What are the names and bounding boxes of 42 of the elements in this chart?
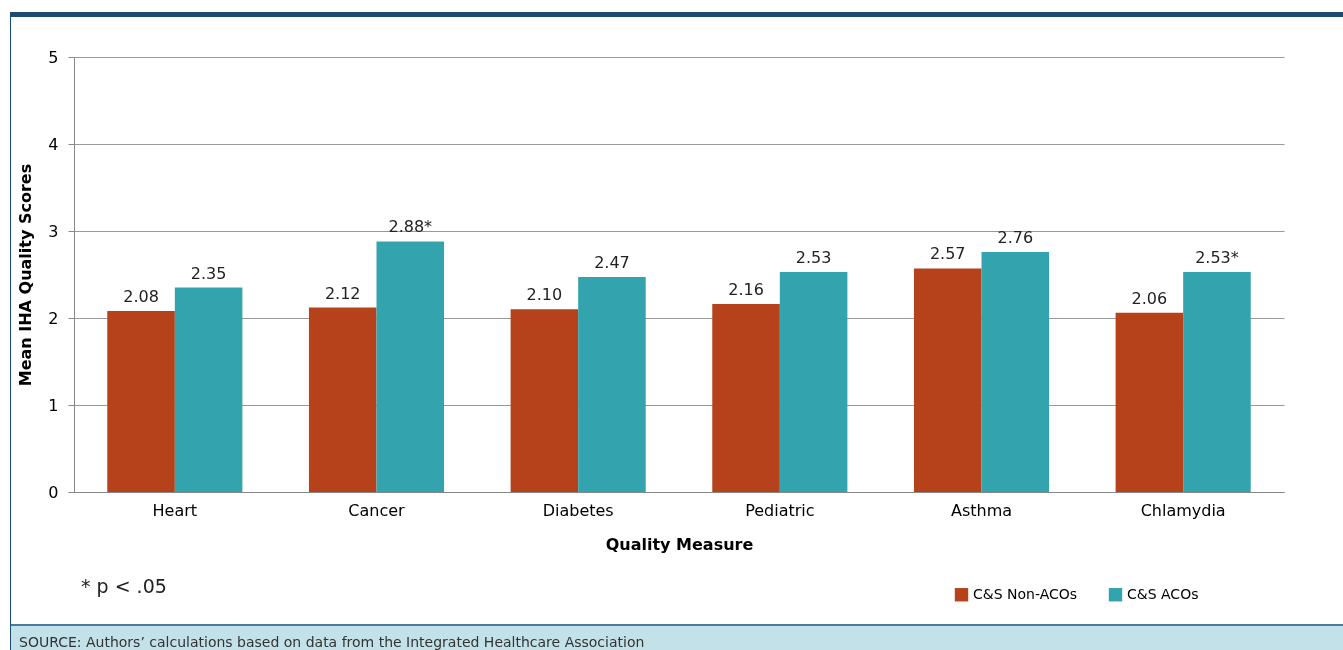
y-tick-label: 0 [48,482,59,502]
x-tick-label: Asthma [950,500,1013,520]
y-axis-title: Mean IHA Quality Scores [16,163,36,387]
data-label: 2.08 [123,287,159,307]
y-tick-label: 1 [48,395,59,415]
x-axis-title: Quality Measure [605,534,754,554]
x-tick-label: Diabetes [542,500,614,520]
bar [913,268,982,492]
x-tick-label: Chlamydia [1140,500,1226,520]
data-label: 2.88* [388,217,433,237]
source-note: SOURCE: Authors’ calculations based on data from the Integrated Healthcare Association [11,624,1343,650]
legend-label: C&S ACOs [1127,585,1199,602]
data-label: 2.53* [1195,247,1239,267]
bar [578,277,646,492]
bar [107,311,175,492]
data-label: 2.76 [997,227,1034,247]
bar [308,307,377,492]
x-tick-label: Cancer [348,500,406,520]
x-tick-label: Pediatric [745,500,815,520]
bar [779,271,848,492]
y-tick-label: 5 [48,47,59,67]
bar [981,251,1050,492]
bar [1115,312,1184,492]
bar [376,241,445,492]
bar [510,309,579,492]
y-tick-label: 4 [48,134,59,154]
data-label: 2.12 [324,283,361,303]
data-label: 2.53 [795,247,832,267]
data-label: 2.47 [594,253,630,273]
x-tick-label: Heart [152,500,198,520]
text: * p < .05 [81,575,167,597]
bar [712,304,780,492]
data-label: 2.06 [1131,288,1168,308]
data-label: 2.35 [190,263,227,283]
y-tick-label: 3 [48,221,59,241]
data-label: 2.16 [728,280,764,300]
y-tick-label: 2 [48,308,59,328]
bar [174,287,243,492]
bar [1183,271,1251,492]
data-label: 2.57 [929,244,966,264]
legend-label: C&S Non-ACOs [973,585,1078,602]
data-label: 2.10 [526,285,563,305]
